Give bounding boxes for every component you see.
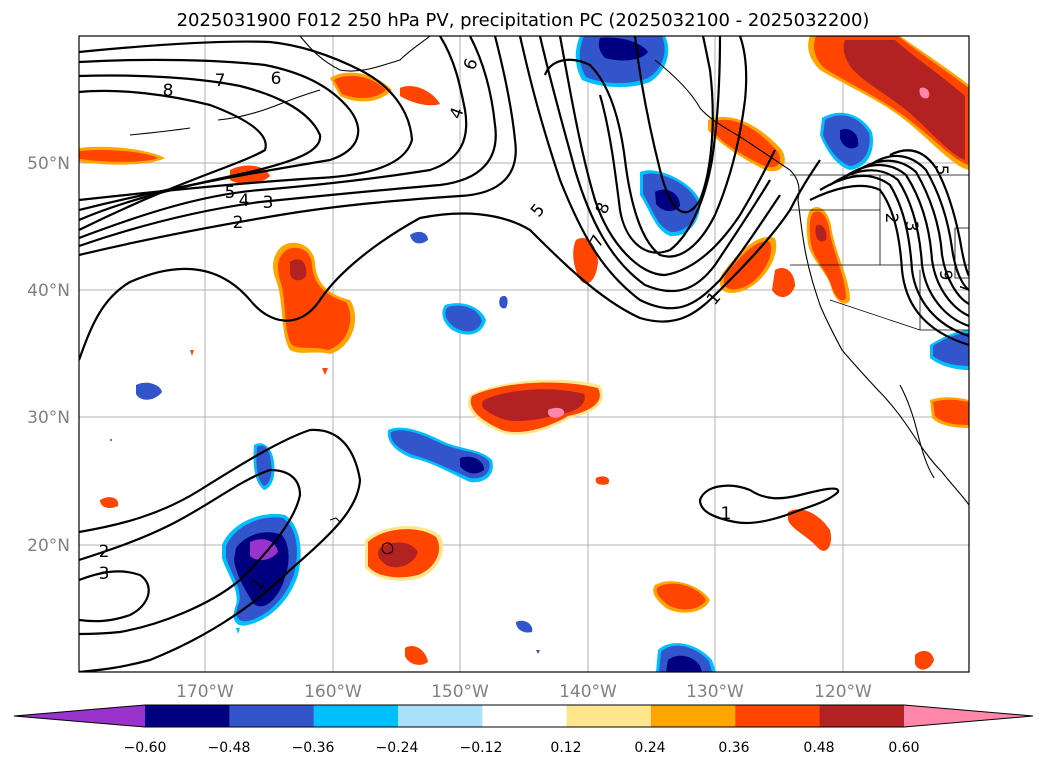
lon-label: 170°W — [176, 682, 234, 702]
colorbar-tick: 0.12 — [550, 740, 581, 756]
colorbar — [13, 704, 1034, 728]
contour-label: 5 — [225, 183, 236, 203]
lon-label: 140°W — [559, 682, 617, 702]
colorbar-segment — [651, 705, 736, 727]
colorbar-segment — [398, 705, 483, 727]
precipitation-shading — [79, 36, 969, 672]
colorbar-tick: 0.36 — [718, 740, 749, 756]
lon-label: 130°W — [686, 682, 744, 702]
map-border — [78, 35, 970, 673]
colorbar-segment — [482, 705, 568, 727]
colorbar-tick-labels: −0.60 −0.48 −0.36 −0.24 −0.12 0.12 0.24 … — [124, 740, 920, 756]
pv-contours — [79, 36, 969, 672]
colorbar-tick: −0.24 — [376, 740, 419, 756]
colorbar-segment — [819, 705, 905, 727]
colorbar-tick: −0.36 — [292, 740, 335, 756]
colorbar-outline — [13, 704, 1034, 728]
colorbar-extend-max — [904, 705, 1033, 727]
colorbar-tick: −0.60 — [124, 740, 167, 756]
colorbar-extend-min — [14, 705, 145, 727]
positive-anomaly-blobs — [79, 36, 969, 670]
lon-label: 120°W — [814, 682, 872, 702]
colorbar-tick: −0.12 — [460, 740, 503, 756]
contour-label: 5 — [931, 165, 951, 176]
contour-label: 3 — [263, 193, 274, 213]
coastlines — [110, 36, 969, 555]
colorbar-segment — [145, 705, 230, 727]
figure-title: 2025031900 F012 250 hPa PV, precipitatio… — [177, 10, 870, 31]
lat-label: 20°N — [27, 536, 70, 556]
negative-anomaly-blobs — [136, 36, 969, 672]
contour-label: 9 — [935, 270, 955, 281]
contour-label: 6 — [271, 69, 282, 89]
map-panel: 8 7 6 5 4 3 2 1 6 4 5 8 7 1 5 2 3 9 7 2 — [78, 35, 975, 673]
colorbar-tick: 0.48 — [803, 740, 834, 756]
colorbar-segment — [313, 705, 399, 727]
colorbar-segment — [229, 705, 315, 727]
latitude-labels: 20°N 30°N 40°N 50°N — [27, 154, 70, 556]
lon-label: 160°W — [304, 682, 362, 702]
contour-label: 3 — [901, 221, 921, 232]
contour-label: 1 — [721, 504, 732, 524]
longitude-labels: 170°W 160°W 150°W 140°W 130°W 120°W — [176, 682, 872, 702]
contour-label: 2 — [233, 213, 244, 233]
contour-label: 7 — [215, 71, 226, 91]
contour-label: 2 — [99, 542, 110, 562]
colorbar-tick: −0.48 — [208, 740, 251, 756]
colorbar-tick: 0.24 — [634, 740, 665, 756]
contour-label: 2 — [881, 213, 901, 224]
contour-label: 7 — [955, 283, 975, 294]
colorbar-segment — [566, 705, 652, 727]
lat-label: 30°N — [27, 408, 70, 428]
lat-label: 50°N — [27, 154, 70, 174]
lon-label: 150°W — [431, 682, 489, 702]
colorbar-segment — [735, 705, 821, 727]
contour-label: 8 — [163, 81, 174, 101]
contour-label: 4 — [239, 191, 250, 211]
lat-label: 40°N — [27, 281, 70, 301]
colorbar-tick: 0.60 — [888, 740, 919, 756]
contour-label: 3 — [99, 564, 110, 584]
